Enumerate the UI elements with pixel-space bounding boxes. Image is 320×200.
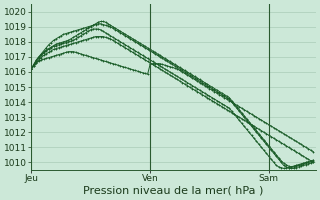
- X-axis label: Pression niveau de la mer( hPa ): Pression niveau de la mer( hPa ): [84, 186, 264, 196]
